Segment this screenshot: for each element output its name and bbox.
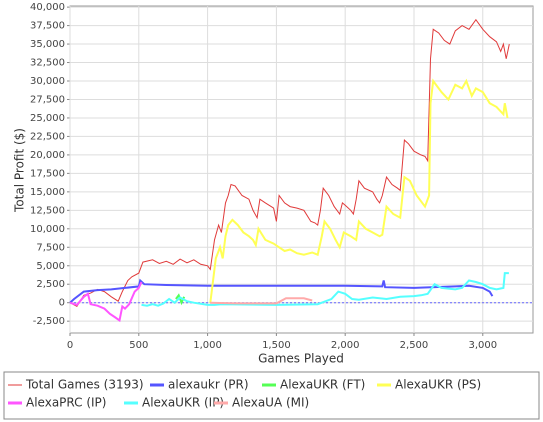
legend-label: alexaukr (PR) — [168, 378, 249, 392]
legend-label: AlexaPRC (IP) — [26, 396, 106, 410]
legend-label: AlexaUA (MI) — [232, 396, 309, 410]
y-tick-label: 0 — [59, 298, 65, 309]
legend — [3, 371, 540, 420]
plot-area — [69, 5, 534, 334]
y-tick-label: 20,000 — [30, 150, 65, 161]
y-tick-label: 40,000 — [30, 2, 65, 13]
x-tick-label: 1,000 — [193, 340, 222, 351]
y-tick-label: 5,000 — [36, 261, 65, 272]
series-line — [69, 281, 143, 323]
x-tick-label: 1,500 — [262, 340, 291, 351]
y-tick-label: 27,500 — [30, 94, 65, 105]
y-tick-label: 22,500 — [30, 131, 65, 142]
series-line — [69, 18, 510, 308]
y-tick-label: 2,500 — [36, 279, 65, 290]
y-tick-label: 35,000 — [30, 39, 65, 50]
x-tick-label: 3,000 — [468, 340, 497, 351]
y-tick-label: 30,000 — [30, 76, 65, 87]
legend-label: AlexaUKR (FT) — [280, 378, 365, 392]
series-line — [210, 297, 313, 305]
y-tick-label: 12,500 — [30, 205, 65, 216]
series-line — [69, 278, 494, 304]
legend-label: Total Games (3193) — [25, 378, 144, 392]
x-tick-label: 0 — [67, 340, 73, 351]
y-tick-label: 15,000 — [30, 187, 65, 198]
x-tick-label: 2,500 — [400, 340, 429, 351]
series-line — [141, 272, 509, 307]
y-axis-title: Total Profit ($) — [13, 128, 27, 213]
legend-label: AlexaUKR (PS) — [395, 378, 481, 392]
x-tick-label: 2,000 — [331, 340, 360, 351]
x-tick-label: 500 — [129, 340, 148, 351]
y-tick-label: 17,500 — [30, 168, 65, 179]
y-tick-label: 10,000 — [30, 224, 65, 235]
y-tick-label: 7,500 — [36, 242, 65, 253]
series-line — [209, 78, 509, 303]
legend-label: AlexaUKR (IP) — [142, 396, 224, 410]
y-tick-label: -2,500 — [33, 316, 65, 327]
y-tick-label: 37,500 — [30, 21, 65, 32]
x-axis-title: Games Played — [258, 352, 344, 366]
y-tick-label: 32,500 — [30, 58, 65, 69]
y-tick-label: 25,000 — [30, 113, 65, 124]
